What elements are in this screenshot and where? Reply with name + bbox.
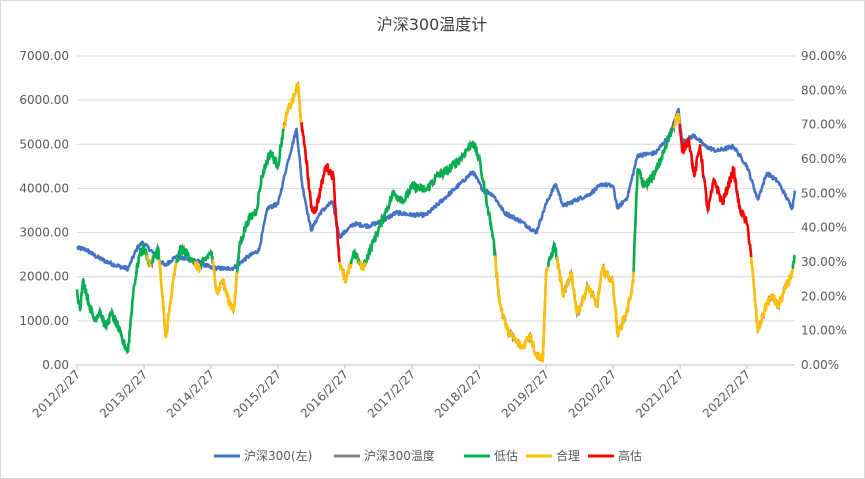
right-tick-label: 40.00% — [801, 221, 847, 235]
legend-label: 沪深300(左) — [244, 448, 312, 463]
right-tick-label: 90.00% — [801, 49, 847, 63]
left-tick-label: 7000.00 — [19, 49, 69, 63]
legend-label: 合理 — [556, 448, 580, 463]
low-zone-segment — [236, 128, 285, 273]
fair-zone-segment — [359, 260, 366, 272]
low-zone-segment — [546, 242, 559, 267]
legend-label: 高估 — [618, 448, 642, 463]
low-zone-segment — [632, 125, 676, 272]
fair-zone-segment — [211, 259, 239, 313]
legend: 沪深300(左) 沪深300温度 低估 合理 高估 — [214, 448, 642, 463]
fair-zone-segment — [158, 259, 178, 339]
series-lines — [75, 80, 797, 363]
chart-title: 沪深300温度计 — [377, 15, 488, 34]
low-zone-segment — [792, 254, 797, 264]
left-tick-label: 3000.00 — [19, 226, 69, 240]
low-zone-segment — [151, 245, 161, 263]
fair-zone-segment — [494, 255, 550, 363]
right-tick-label: 20.00% — [801, 289, 847, 303]
gridlines — [77, 55, 795, 366]
low-zone-segment — [199, 250, 214, 267]
low-zone-segment — [365, 140, 497, 263]
legend-label: 低估 — [494, 449, 518, 463]
fair-zone-segment — [338, 260, 353, 284]
left-tick-label: 0.00 — [42, 358, 69, 372]
fair-zone-segment — [556, 256, 635, 338]
fair-zone-segment — [749, 257, 795, 332]
fair-zone-segment — [284, 82, 303, 127]
fair-zone-segment — [673, 112, 681, 126]
legend-label: 沪深300温度 — [364, 448, 435, 463]
left-axis-ticks: 0.00 1000.00 2000.00 3000.00 4000.00 5000.00 6… — [19, 49, 69, 372]
right-tick-label: 80.00% — [801, 83, 847, 97]
high-zone-segment — [300, 122, 341, 263]
right-tick-label: 10.00% — [801, 324, 847, 338]
left-tick-label: 5000.00 — [19, 137, 69, 151]
left-tick-label: 1000.00 — [19, 314, 69, 328]
right-axis-ticks: 0.00% 10.00% 20.00% 30.00% 40.00% 50.00% 60.00… — [801, 49, 847, 372]
right-tick-label: 70.00% — [801, 118, 847, 132]
right-tick-label: 50.00% — [801, 186, 847, 200]
left-tick-label: 4000.00 — [19, 181, 69, 195]
right-tick-label: 60.00% — [801, 152, 847, 166]
left-tick-label: 2000.00 — [19, 270, 69, 284]
low-zone-segment — [191, 258, 197, 263]
low-zone-segment — [75, 262, 140, 354]
left-tick-label: 6000.00 — [19, 93, 69, 107]
right-tick-label: 0.00% — [801, 358, 839, 372]
low-zone-segment — [137, 243, 149, 265]
right-tick-label: 30.00% — [801, 255, 847, 269]
low-zone-segment — [175, 244, 194, 263]
high-zone-segment — [678, 123, 753, 258]
